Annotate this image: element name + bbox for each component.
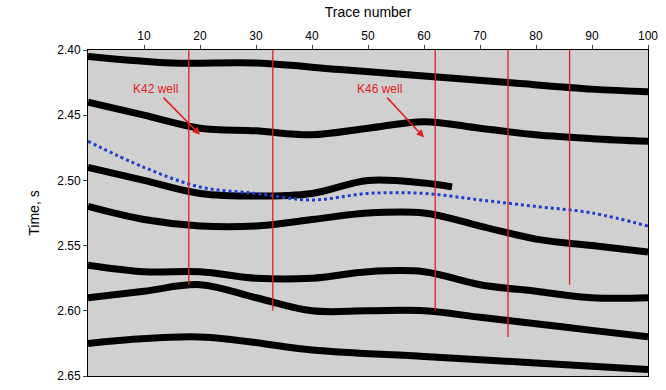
svg-text:Time, s: Time, s <box>26 190 42 235</box>
svg-text:60: 60 <box>417 29 431 43</box>
svg-text:30: 30 <box>249 29 263 43</box>
svg-text:100: 100 <box>638 29 658 43</box>
svg-text:2.40: 2.40 <box>57 43 81 57</box>
svg-text:K46 well: K46 well <box>357 82 402 96</box>
svg-text:Trace number: Trace number <box>325 4 412 20</box>
svg-text:2.55: 2.55 <box>57 239 81 253</box>
svg-text:20: 20 <box>193 29 207 43</box>
svg-text:40: 40 <box>305 29 319 43</box>
svg-text:K42 well: K42 well <box>133 82 178 96</box>
svg-text:2.45: 2.45 <box>57 108 81 122</box>
svg-text:2.65: 2.65 <box>57 369 81 383</box>
svg-text:70: 70 <box>473 29 487 43</box>
svg-text:2.60: 2.60 <box>57 304 81 318</box>
svg-text:80: 80 <box>529 29 543 43</box>
svg-text:10: 10 <box>137 29 151 43</box>
svg-text:90: 90 <box>585 29 599 43</box>
svg-text:2.50: 2.50 <box>57 174 81 188</box>
svg-text:50: 50 <box>361 29 375 43</box>
